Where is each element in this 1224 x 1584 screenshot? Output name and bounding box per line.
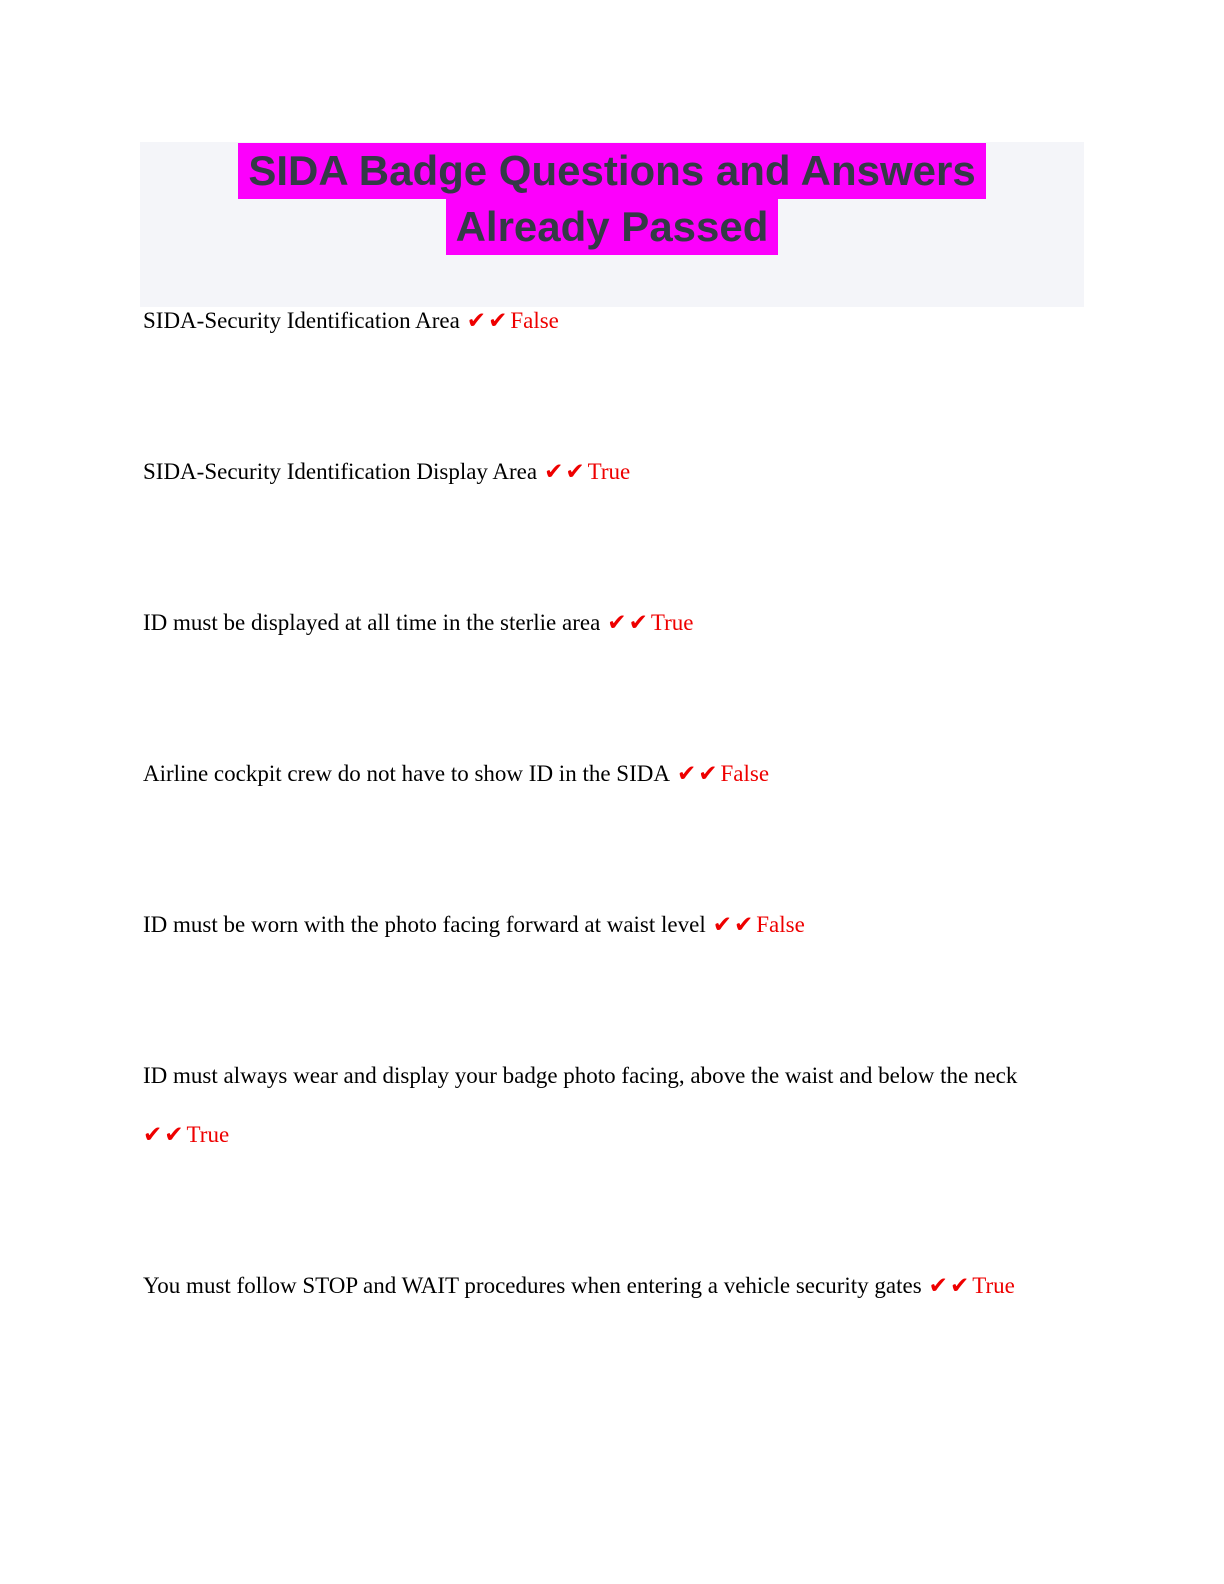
answer: ✔✔False [676, 761, 770, 787]
question-text: ID must always wear and display your bad… [143, 1063, 1018, 1088]
double-checkmark-icon: ✔✔ [466, 308, 510, 334]
qa-item: ID must always wear and display your bad… [143, 1046, 1118, 1165]
double-checkmark-icon: ✔✔ [544, 459, 587, 485]
answer-text: True [650, 610, 694, 635]
title-line-2: Already Passed [445, 199, 779, 255]
answer-text: True [972, 1273, 1015, 1298]
answer-text: True [186, 1122, 230, 1147]
answer: ✔✔True [143, 1105, 1118, 1165]
question-text: You must follow STOP and WAIT procedures… [143, 1273, 922, 1298]
qa-item: You must follow STOP and WAIT procedures… [143, 1256, 1118, 1316]
answer: ✔✔True [928, 1273, 1015, 1299]
answer: ✔✔True [607, 610, 694, 636]
answer-text: False [720, 761, 770, 786]
double-checkmark-icon: ✔✔ [607, 610, 650, 636]
question-text: Airline cockpit crew do not have to show… [143, 761, 670, 786]
question-text: SIDA-Security Identification Area [143, 308, 460, 333]
page-title: SIDA Badge Questions and Answers Already… [140, 142, 1084, 255]
double-checkmark-icon: ✔✔ [928, 1273, 972, 1299]
answer-text: True [587, 459, 631, 484]
title-line-1: SIDA Badge Questions and Answers [238, 143, 986, 199]
title-banner: SIDA Badge Questions and Answers Already… [140, 142, 1084, 307]
qa-item: ID must be displayed at all time in the … [143, 593, 1118, 653]
question-text: ID must be displayed at all time in the … [143, 610, 601, 635]
question-text: ID must be worn with the photo facing fo… [143, 912, 706, 937]
double-checkmark-icon: ✔✔ [143, 1122, 186, 1148]
double-checkmark-icon: ✔✔ [676, 761, 720, 787]
answer-text: False [510, 308, 559, 333]
qa-item: SIDA-Security Identification Area ✔✔False [143, 291, 1118, 351]
answer: ✔✔False [466, 308, 559, 334]
qa-item: SIDA-Security Identification Display Are… [143, 442, 1118, 502]
qa-list: SIDA-Security Identification Area ✔✔False… [143, 291, 1118, 1407]
answer-text: False [756, 912, 805, 937]
question-text: SIDA-Security Identification Display Are… [143, 459, 538, 484]
double-checkmark-icon: ✔✔ [712, 912, 756, 938]
answer: ✔✔False [712, 912, 805, 938]
qa-item: ID must be worn with the photo facing fo… [143, 895, 1118, 955]
qa-item: Airline cockpit crew do not have to show… [143, 744, 1118, 804]
answer: ✔✔True [544, 459, 631, 485]
